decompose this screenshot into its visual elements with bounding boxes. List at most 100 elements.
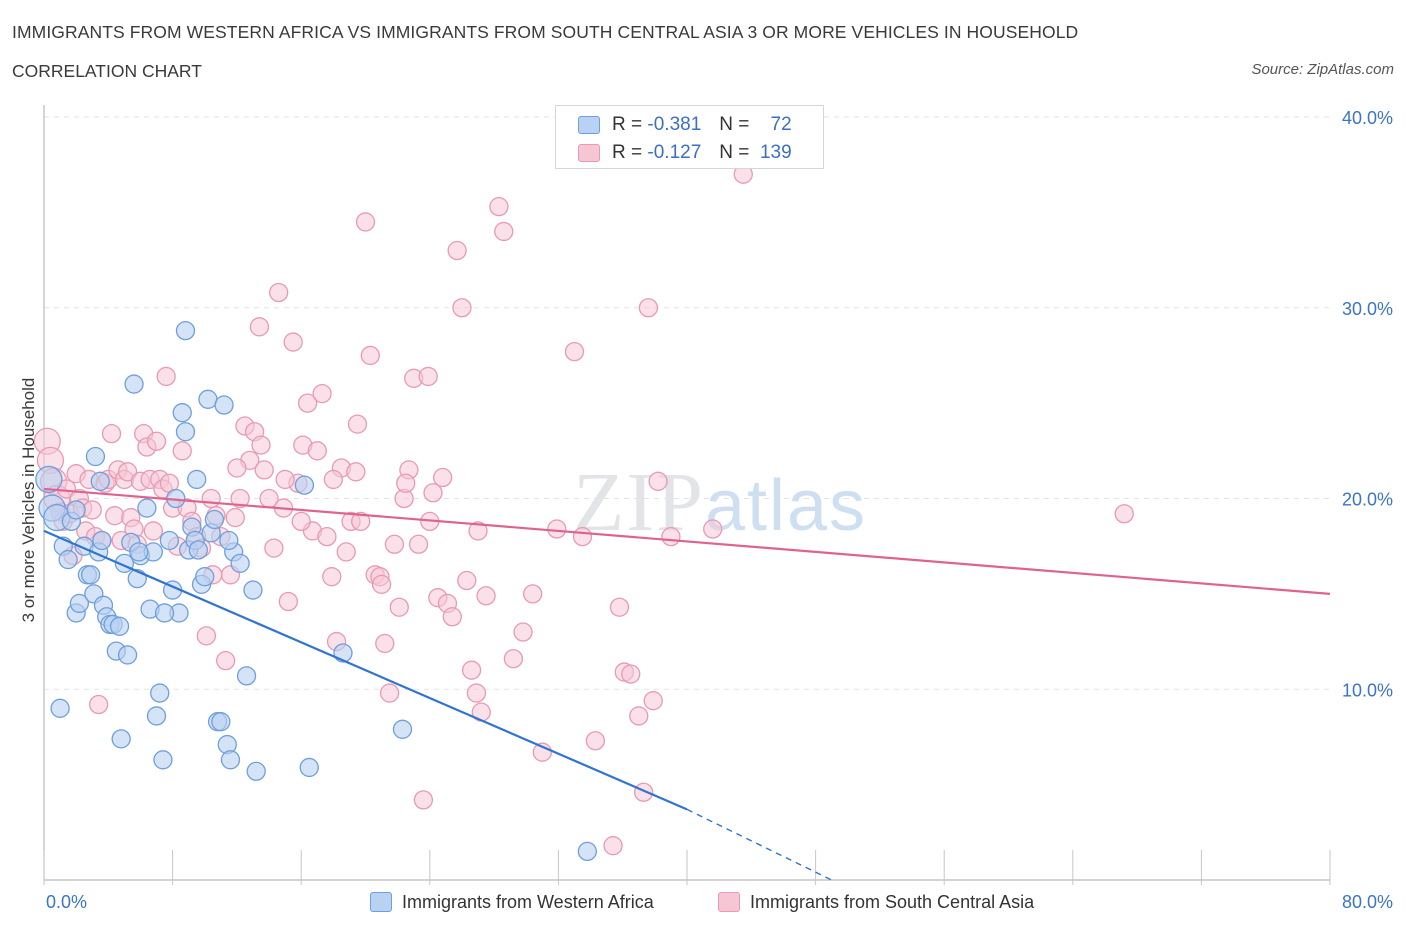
blue-point xyxy=(172,403,192,423)
blue-point xyxy=(117,645,138,665)
bottom-legend-pink: Immigrants from South Central Asia xyxy=(718,889,1034,915)
blue-point xyxy=(111,729,131,749)
blue-point xyxy=(230,553,250,574)
watermark: ZIPatlas xyxy=(573,456,867,549)
legend-r-label: R = xyxy=(612,142,643,163)
x-tick-label-min: 0.0% xyxy=(46,892,87,912)
blue-point xyxy=(188,540,208,560)
pink-point xyxy=(264,538,284,558)
gridlines xyxy=(44,116,1330,690)
blue-point xyxy=(66,500,86,520)
pink-point xyxy=(291,511,311,532)
legend-r-label: R = xyxy=(612,114,643,135)
pink-point xyxy=(196,626,217,646)
bottom-legend-swatch-pink xyxy=(718,892,740,912)
pink-point xyxy=(323,469,344,490)
pink-point xyxy=(146,431,167,451)
pink-point xyxy=(503,649,524,669)
blue-point xyxy=(204,509,225,530)
blue-point xyxy=(214,395,234,415)
blue-point xyxy=(154,603,175,623)
pink-point xyxy=(609,597,630,617)
bottom-legend-label-blue: Immigrants from Western Africa xyxy=(402,891,654,912)
blue-point xyxy=(246,761,266,781)
pink-point xyxy=(572,527,593,547)
trend-lines xyxy=(43,487,1331,881)
blue-point xyxy=(236,666,257,686)
y-tick-label: 40.0% xyxy=(1342,108,1393,128)
pink-point xyxy=(317,527,337,547)
pink-point xyxy=(347,414,368,434)
pink-point xyxy=(225,507,245,528)
y-tick-label: 30.0% xyxy=(1342,299,1393,319)
pink-point xyxy=(215,650,236,671)
pink-point xyxy=(351,511,371,532)
legend-n-label: N = xyxy=(719,114,750,135)
pink-point xyxy=(117,462,138,482)
bottom-legend-swatch-blue xyxy=(370,892,392,912)
pink-trend-line xyxy=(43,487,1331,595)
y-axis-label: 3 or more Vehicles in Household xyxy=(19,377,38,623)
blue-point xyxy=(175,422,196,442)
blue-point xyxy=(187,469,207,490)
blue-point xyxy=(109,616,130,636)
blue-point xyxy=(146,706,167,726)
pink-point xyxy=(307,441,327,461)
pink-point xyxy=(355,212,376,232)
pink-point xyxy=(513,622,533,642)
pink-point xyxy=(254,460,274,480)
pink-point xyxy=(156,366,176,387)
pink-point xyxy=(703,519,723,539)
blue-point xyxy=(243,580,263,600)
pink-point xyxy=(413,790,434,810)
pink-point xyxy=(442,607,462,627)
blue-point xyxy=(577,841,597,862)
pink-point xyxy=(201,488,221,509)
legend-row-pink: R = -0.127 N = 139 xyxy=(578,141,792,165)
pink-point xyxy=(143,521,163,541)
pink-point xyxy=(643,691,663,711)
blue-point xyxy=(159,530,180,551)
pink-point xyxy=(466,683,487,703)
pink-point xyxy=(457,570,477,591)
pink-point xyxy=(564,341,585,362)
pink-point xyxy=(408,534,429,554)
source-credit: Source: ZipAtlas.com xyxy=(1251,61,1394,78)
pink-point xyxy=(82,500,102,520)
pink-point xyxy=(251,435,271,455)
blue-point xyxy=(124,374,144,394)
pink-point xyxy=(375,633,395,654)
pink-point xyxy=(283,332,303,352)
y-tick-labels: 10.0% 20.0% 30.0% 40.0% xyxy=(1342,108,1393,700)
blue-point xyxy=(80,565,101,585)
pink-point xyxy=(101,423,122,444)
legend-swatch-blue xyxy=(578,116,600,134)
blue-point xyxy=(50,698,70,718)
pink-point xyxy=(89,694,109,715)
pink-point xyxy=(297,393,318,413)
pink-point xyxy=(523,584,543,604)
pink-point xyxy=(172,441,192,461)
blue-point xyxy=(150,683,170,703)
blue-point xyxy=(129,542,149,562)
y-tick-label: 10.0% xyxy=(1342,680,1393,700)
axis-ticks xyxy=(43,850,1331,885)
blue-point xyxy=(92,530,112,551)
pink-point xyxy=(638,298,659,318)
bottom-legend-label-pink: Immigrants from South Central Asia xyxy=(750,891,1035,912)
x-tick-labels: 0.0% 80.0% xyxy=(46,892,1393,912)
pink-point xyxy=(621,664,641,684)
pink-point xyxy=(275,469,295,490)
pink-point xyxy=(227,458,247,478)
pink-point xyxy=(418,366,438,387)
blue-point xyxy=(175,320,196,341)
pink-point xyxy=(105,506,125,526)
pink-point xyxy=(661,527,681,547)
x-tick-label-max: 80.0% xyxy=(1342,892,1393,912)
blue-trend-line xyxy=(43,529,688,811)
blue-point xyxy=(90,471,110,491)
blue-trend-extension xyxy=(686,808,832,881)
blue-point xyxy=(195,567,215,587)
pink-point xyxy=(371,574,392,594)
